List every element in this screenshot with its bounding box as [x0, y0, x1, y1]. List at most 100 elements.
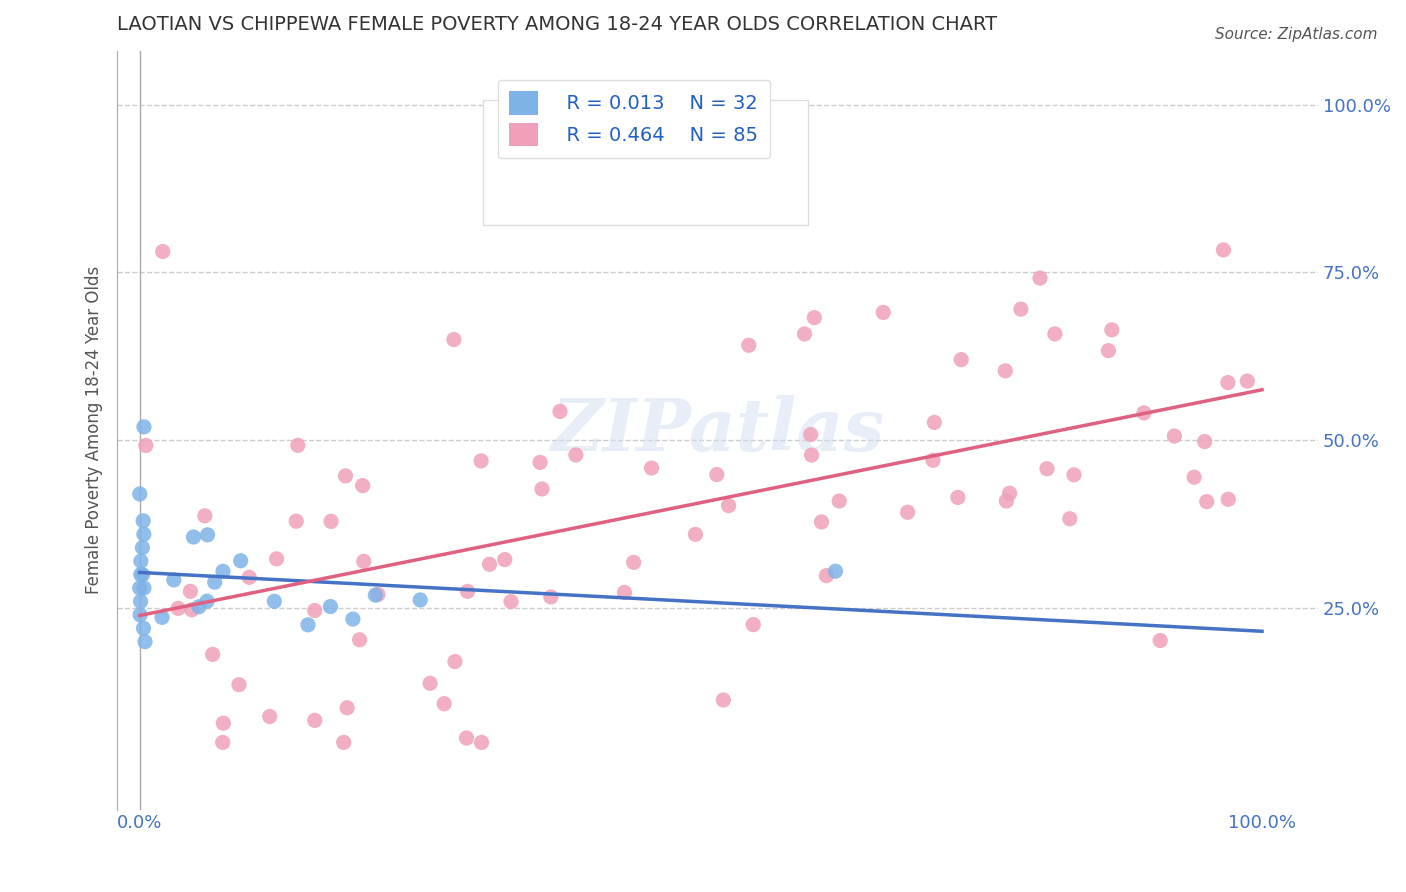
- Laotians: [229, 554, 252, 568]
- Chippewa: [212, 716, 235, 731]
- Chippewa: [259, 709, 281, 723]
- Chippewa: [201, 648, 224, 662]
- Chippewa: [443, 333, 465, 347]
- Chippewa: [1182, 470, 1205, 484]
- Chippewa: [800, 448, 823, 462]
- Chippewa: [304, 603, 326, 617]
- Laotians: [129, 607, 152, 622]
- Laotians: [134, 634, 156, 648]
- Chippewa: [897, 505, 920, 519]
- Chippewa: [815, 568, 838, 582]
- Laotians: [204, 575, 226, 590]
- Chippewa: [623, 555, 645, 569]
- Chippewa: [238, 570, 260, 584]
- Chippewa: [1036, 462, 1059, 476]
- Chippewa: [179, 584, 201, 599]
- Chippewa: [211, 735, 233, 749]
- Chippewa: [194, 508, 217, 523]
- Chippewa: [335, 469, 357, 483]
- Chippewa: [1212, 243, 1234, 257]
- Chippewa: [444, 655, 467, 669]
- Chippewa: [998, 486, 1021, 500]
- Chippewa: [470, 454, 492, 468]
- Chippewa: [950, 352, 973, 367]
- Chippewa: [1149, 633, 1171, 648]
- Chippewa: [530, 482, 553, 496]
- Y-axis label: Female Poverty Among 18-24 Year Olds: Female Poverty Among 18-24 Year Olds: [86, 266, 103, 594]
- Laotians: [132, 514, 155, 528]
- Chippewa: [1059, 512, 1081, 526]
- Chippewa: [180, 603, 202, 617]
- Chippewa: [1194, 434, 1216, 449]
- Chippewa: [540, 590, 562, 604]
- Chippewa: [470, 735, 492, 749]
- Laotians: [183, 530, 205, 544]
- Laotians: [195, 594, 218, 608]
- Chippewa: [600, 198, 623, 212]
- Laotians: [197, 528, 219, 542]
- Text: LAOTIAN VS CHIPPEWA FEMALE POVERTY AMONG 18-24 YEAR OLDS CORRELATION CHART: LAOTIAN VS CHIPPEWA FEMALE POVERTY AMONG…: [117, 15, 997, 34]
- Chippewa: [456, 731, 478, 745]
- Chippewa: [922, 453, 945, 467]
- Chippewa: [353, 554, 375, 568]
- Chippewa: [167, 601, 190, 615]
- Chippewa: [1236, 374, 1258, 388]
- Chippewa: [319, 514, 342, 528]
- Laotians: [131, 541, 153, 555]
- Laotians: [163, 573, 186, 587]
- Chippewa: [706, 467, 728, 482]
- Chippewa: [266, 552, 288, 566]
- Laotians: [132, 621, 155, 635]
- Chippewa: [548, 404, 571, 418]
- Chippewa: [349, 632, 371, 647]
- Chippewa: [529, 455, 551, 469]
- Chippewa: [613, 585, 636, 599]
- Chippewa: [152, 244, 174, 259]
- Laotians: [188, 599, 211, 614]
- Laotians: [131, 567, 153, 582]
- Laotians: [129, 567, 152, 582]
- Laotians: [128, 581, 150, 595]
- Laotians: [263, 594, 285, 608]
- Chippewa: [800, 427, 823, 442]
- Laotians: [132, 527, 155, 541]
- Chippewa: [872, 305, 894, 319]
- Chippewa: [1195, 494, 1218, 508]
- Laotians: [297, 617, 319, 632]
- Chippewa: [304, 714, 326, 728]
- Chippewa: [228, 678, 250, 692]
- Chippewa: [1101, 323, 1123, 337]
- Laotians: [342, 612, 364, 626]
- FancyBboxPatch shape: [484, 100, 807, 226]
- Laotians: [212, 565, 235, 579]
- Chippewa: [457, 584, 479, 599]
- Chippewa: [946, 491, 969, 505]
- Laotians: [824, 564, 846, 578]
- Chippewa: [924, 416, 946, 430]
- Chippewa: [494, 552, 516, 566]
- Chippewa: [717, 499, 740, 513]
- Chippewa: [499, 594, 522, 608]
- Laotians: [150, 610, 173, 624]
- Chippewa: [793, 326, 815, 341]
- Legend:   R = 0.013    N = 32,   R = 0.464    N = 85: R = 0.013 N = 32, R = 0.464 N = 85: [498, 79, 769, 158]
- Chippewa: [1010, 302, 1032, 317]
- Chippewa: [738, 338, 761, 352]
- Chippewa: [287, 438, 309, 452]
- Chippewa: [1163, 429, 1185, 443]
- Laotians: [364, 588, 387, 602]
- Chippewa: [685, 527, 707, 541]
- Chippewa: [419, 676, 441, 690]
- Chippewa: [1029, 271, 1052, 285]
- Chippewa: [742, 617, 765, 632]
- Chippewa: [828, 494, 851, 508]
- Chippewa: [285, 514, 308, 528]
- Laotians: [319, 599, 342, 614]
- Chippewa: [1097, 343, 1119, 358]
- Laotians: [129, 554, 152, 568]
- Chippewa: [1218, 492, 1240, 507]
- Chippewa: [803, 310, 825, 325]
- Chippewa: [332, 735, 354, 749]
- Laotians: [128, 487, 150, 501]
- Chippewa: [994, 364, 1017, 378]
